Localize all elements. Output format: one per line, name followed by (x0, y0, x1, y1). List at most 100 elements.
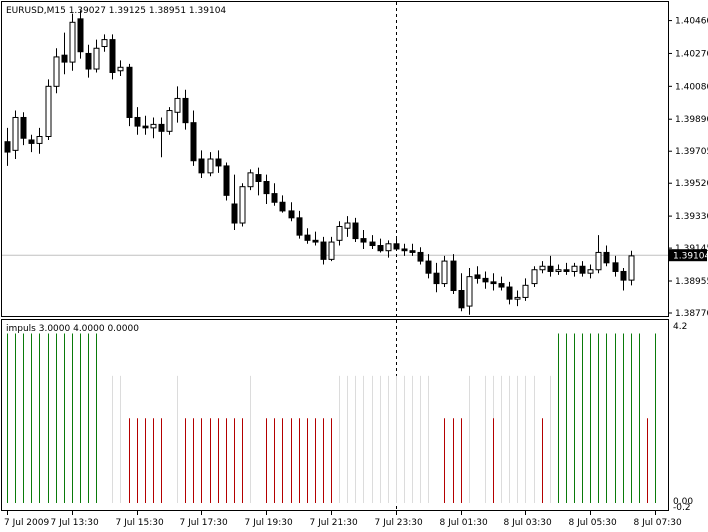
indicator-histogram (7, 333, 656, 503)
candle-body (369, 241, 376, 247)
candle-body (12, 116, 19, 151)
candle-body (126, 66, 133, 118)
candle-body (450, 260, 457, 292)
candle-body (385, 243, 392, 252)
candle-body (579, 265, 586, 274)
candle-body (158, 123, 165, 132)
candle-body (109, 39, 116, 73)
time-axis: 7 Jul 2009 7 Jul 13:30 7 Jul 15:30 7 Jul 17… (4, 510, 682, 528)
price-tick-label: 1.38770 (675, 309, 708, 319)
candle-body (539, 265, 546, 271)
candle-body (612, 262, 619, 272)
price-tick-label: 1.39520 (675, 179, 708, 189)
candle-body (223, 165, 230, 196)
price-tick-label: 1.40460 (675, 17, 708, 27)
price-tick-label: 1.40080 (675, 82, 708, 92)
candle-body (555, 269, 562, 272)
candle-body (603, 251, 610, 264)
candle-body (417, 251, 424, 262)
candle-body (587, 269, 594, 274)
time-tick-label: 7 Jul 21:30 (310, 518, 359, 528)
candle-body (360, 238, 367, 243)
candle-body (571, 265, 578, 272)
time-tick-label: 8 Jul 05:30 (569, 518, 618, 528)
price-tick-label: 1.39145 (675, 244, 708, 254)
candle-body (320, 241, 327, 260)
candle-body (182, 97, 189, 124)
candle-body (69, 21, 76, 63)
price-chart-title: EURUSD,M15 1.39027 1.39125 1.38951 1.391… (6, 6, 226, 16)
candle-body (312, 239, 319, 243)
indicator-pane[interactable] (1, 319, 669, 511)
time-tick-label: 8 Jul 03:30 (504, 518, 553, 528)
time-tick-label: 8 Jul 01:30 (440, 518, 489, 528)
candle-body (352, 222, 359, 240)
candle-body (101, 39, 108, 48)
time-tick-label: 7 Jul 2009 (4, 518, 49, 528)
candle-body (207, 158, 214, 174)
candle-body (231, 203, 238, 224)
candle-body (45, 85, 52, 138)
candle-body (377, 245, 384, 252)
current-price-box (669, 249, 707, 262)
candle-body (198, 158, 205, 174)
candle-body (466, 276, 473, 307)
candle-body (620, 270, 627, 281)
candle-body (263, 180, 270, 195)
price-tick-label: 1.39890 (675, 115, 708, 125)
time-tick-label: 7 Jul 19:30 (245, 518, 294, 528)
time-tick-label: 8 Jul 07:30 (634, 518, 683, 528)
candle-body (271, 193, 278, 203)
candle-body (296, 217, 303, 236)
price-axis: 1.40460 1.40270 1.40080 1.39890 1.39705 1.395… (668, 17, 708, 319)
candle-body (474, 274, 481, 279)
candle-body (134, 116, 141, 127)
indicator-axis: 4.2 0.00-0.2 (673, 322, 693, 513)
candle-body (441, 260, 448, 285)
indicator-tick-label: 4.2 (673, 322, 687, 332)
candle-body (36, 136, 43, 144)
time-tick-label: 7 Jul 15:30 (116, 518, 165, 528)
candle-body (190, 122, 197, 162)
candle-body (85, 52, 92, 70)
candle-body (409, 250, 416, 253)
candle-body (4, 141, 11, 153)
candle-body (458, 290, 465, 309)
candle-body (498, 283, 505, 288)
indicator-tick-label: 0.00 (673, 497, 693, 507)
indicator-title: impuls 3.0000 4.0000 0.0000 (6, 324, 139, 334)
candle-body (215, 158, 222, 167)
candle-body (522, 284, 529, 298)
candle-body (490, 281, 497, 285)
candle-body (53, 56, 60, 87)
candle-body (279, 201, 286, 212)
candle-body (117, 66, 124, 72)
candle-body (142, 125, 149, 129)
candle-body (166, 110, 173, 132)
candle-body (239, 186, 246, 224)
candle-body (344, 222, 351, 229)
current-price-label: 1.39104 (673, 252, 708, 262)
candle-body (61, 54, 68, 63)
candle-body (425, 260, 432, 274)
candle-body (514, 296, 521, 300)
candle-body (28, 139, 35, 144)
price-tick-label: 1.40270 (675, 49, 708, 59)
candle-body (506, 286, 513, 300)
candle-body (531, 269, 538, 285)
candle-body (255, 174, 262, 182)
price-tick-label: 1.38955 (675, 277, 708, 287)
candle-body (401, 248, 408, 252)
candle-body (304, 234, 311, 241)
time-tick-label: 7 Jul 23:30 (375, 518, 424, 528)
candle-body (247, 172, 254, 188)
candle-body (628, 255, 635, 281)
price-tick-label: 1.39705 (675, 147, 708, 157)
candle-body (563, 269, 570, 272)
candle-body (288, 210, 295, 219)
candle-body (336, 225, 343, 241)
candles (4, 10, 635, 315)
indicator-tick-label: -0.2 (673, 503, 691, 513)
time-tick-label: 7 Jul 17:30 (180, 518, 229, 528)
